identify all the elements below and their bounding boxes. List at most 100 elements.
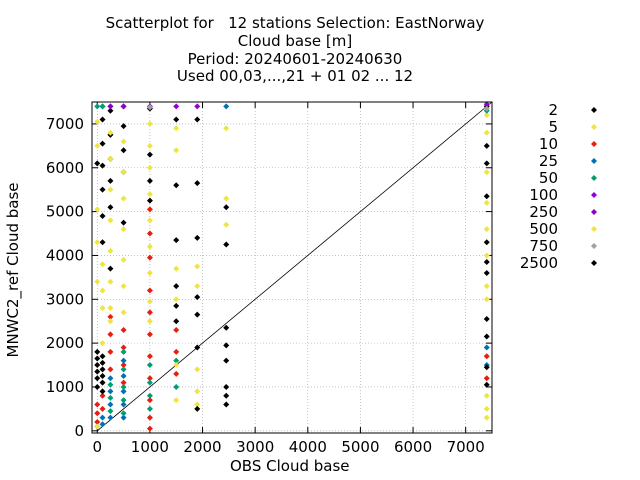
point-series-10 bbox=[146, 331, 153, 338]
point-series-50 bbox=[107, 408, 114, 415]
point-series-2500 bbox=[483, 381, 490, 388]
legend-label-10: 10 bbox=[539, 135, 558, 153]
point-series-2 bbox=[483, 333, 490, 340]
point-series-5 bbox=[173, 265, 180, 272]
point-series-100 bbox=[483, 101, 490, 108]
point-series-10 bbox=[173, 326, 180, 333]
legend-marker-500 bbox=[591, 226, 597, 232]
x-tick-label: 6000 bbox=[394, 438, 432, 456]
point-series-5 bbox=[173, 125, 180, 132]
point-series-5 bbox=[146, 243, 153, 250]
point-series-2 bbox=[99, 366, 106, 373]
legend-marker-50 bbox=[591, 175, 597, 181]
point-series-500 bbox=[173, 397, 180, 404]
x-tick-label: 5000 bbox=[341, 438, 379, 456]
point-series-5 bbox=[483, 199, 490, 206]
point-series-10 bbox=[94, 410, 101, 417]
point-series-10 bbox=[94, 419, 101, 426]
point-series-10 bbox=[483, 353, 490, 360]
title-line-1: Scatterplot for 12 stations Selection: E… bbox=[105, 14, 485, 32]
point-series-5 bbox=[146, 120, 153, 127]
point-series-2 bbox=[120, 219, 127, 226]
point-series-10 bbox=[146, 397, 153, 404]
point-series-2 bbox=[120, 123, 127, 130]
point-series-5 bbox=[99, 305, 106, 312]
y-tick-label: 5000 bbox=[46, 203, 84, 221]
point-series-5 bbox=[146, 269, 153, 276]
y-tick-label: 1000 bbox=[46, 378, 84, 396]
legend-marker-250 bbox=[591, 209, 597, 215]
point-series-2 bbox=[94, 348, 101, 355]
legend-marker-2500 bbox=[591, 260, 597, 266]
point-series-50 bbox=[146, 362, 153, 369]
point-series-10 bbox=[173, 370, 180, 377]
title-line-2: Cloud base [m] bbox=[237, 32, 353, 50]
point-series-2 bbox=[223, 241, 230, 248]
x-tick-label: 0 bbox=[92, 438, 102, 456]
point-series-2 bbox=[99, 379, 106, 386]
legend-marker-25 bbox=[591, 158, 597, 164]
point-series-2 bbox=[194, 294, 201, 301]
point-series-25 bbox=[107, 388, 114, 395]
point-series-25 bbox=[483, 344, 490, 351]
point-series-500 bbox=[194, 401, 201, 408]
point-series-10 bbox=[146, 353, 153, 360]
plot-frame bbox=[91, 101, 493, 434]
point-series-500 bbox=[173, 362, 180, 369]
point-series-25 bbox=[99, 414, 106, 421]
point-series-750 bbox=[146, 104, 153, 111]
point-series-2500 bbox=[223, 401, 230, 408]
point-series-2 bbox=[483, 142, 490, 149]
point-series-100 bbox=[120, 103, 127, 110]
point-series-50 bbox=[173, 383, 180, 390]
point-series-2 bbox=[94, 355, 101, 362]
point-series-50 bbox=[107, 381, 114, 388]
point-series-2 bbox=[194, 311, 201, 318]
point-series-5 bbox=[483, 252, 490, 259]
point-series-10 bbox=[107, 331, 114, 338]
point-series-50 bbox=[94, 103, 101, 110]
point-series-2 bbox=[99, 373, 106, 380]
legend-marker-10 bbox=[591, 141, 597, 147]
point-series-25 bbox=[120, 373, 127, 380]
point-series-5 bbox=[173, 147, 180, 154]
point-series-5 bbox=[483, 226, 490, 233]
point-series-10 bbox=[146, 425, 153, 432]
point-series-10 bbox=[146, 375, 153, 382]
y-tick-label: 3000 bbox=[46, 290, 84, 308]
legend-label-5: 5 bbox=[548, 118, 558, 136]
point-series-2 bbox=[146, 151, 153, 158]
legend-label-250: 250 bbox=[529, 203, 558, 221]
point-series-5 bbox=[107, 155, 114, 162]
point-series-2 bbox=[194, 344, 201, 351]
legend-label-50: 50 bbox=[539, 169, 558, 187]
point-series-5 bbox=[107, 217, 114, 224]
point-series-25 bbox=[99, 421, 106, 428]
point-series-5 bbox=[107, 186, 114, 193]
legend-marker-750 bbox=[591, 243, 597, 249]
x-tick-label: 3000 bbox=[236, 438, 274, 456]
point-series-500 bbox=[107, 318, 114, 325]
point-series-500 bbox=[120, 309, 127, 316]
point-series-5 bbox=[194, 263, 201, 270]
point-series-5 bbox=[223, 195, 230, 202]
point-series-2 bbox=[107, 204, 114, 211]
point-series-500 bbox=[483, 392, 490, 399]
point-series-50 bbox=[173, 357, 180, 364]
legend-label-750: 750 bbox=[529, 237, 558, 255]
point-series-2 bbox=[223, 342, 230, 349]
point-series-2500 bbox=[194, 116, 201, 123]
point-series-25 bbox=[120, 357, 127, 364]
point-series-10 bbox=[173, 348, 180, 355]
legend-label-2500: 2500 bbox=[520, 254, 558, 272]
point-series-2 bbox=[99, 353, 106, 360]
point-series-500 bbox=[194, 366, 201, 373]
point-series-2 bbox=[483, 269, 490, 276]
point-series-50 bbox=[146, 392, 153, 399]
point-series-500 bbox=[483, 414, 490, 421]
x-axis-label: OBS Cloud base bbox=[230, 457, 350, 475]
x-tick-label: 7000 bbox=[447, 438, 485, 456]
point-series-25 bbox=[120, 388, 127, 395]
point-series-25 bbox=[120, 414, 127, 421]
